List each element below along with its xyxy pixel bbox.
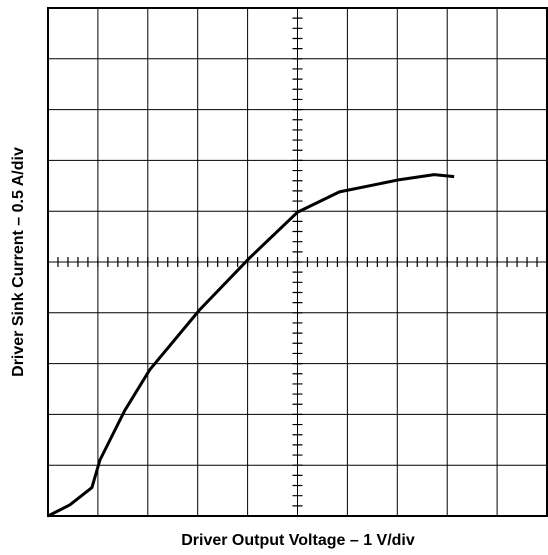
x-axis-label: Driver Output Voltage – 1 V/div — [181, 532, 415, 549]
plot-frame — [47, 7, 548, 517]
data-line — [47, 173, 455, 518]
y-axis-label: Driver Sink Current – 0.5 A/div — [10, 147, 27, 377]
minor-ticks — [57, 17, 538, 507]
